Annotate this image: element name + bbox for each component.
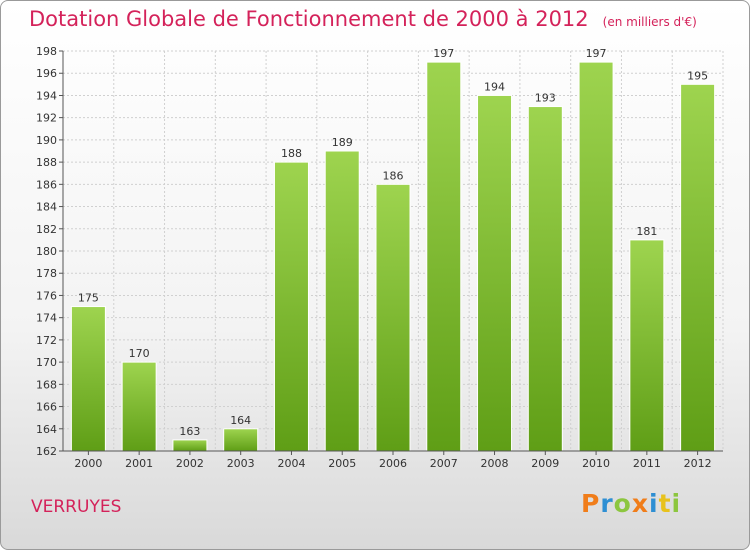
bar-2008 xyxy=(477,94,513,452)
x-tick-label-2003: 2003 xyxy=(227,457,255,470)
bar-2005 xyxy=(324,150,360,452)
x-tick-label-2004: 2004 xyxy=(277,457,305,470)
logo-letter: o xyxy=(613,489,632,518)
bar-2011 xyxy=(629,239,665,452)
bar-2009 xyxy=(527,106,563,452)
y-tick-label: 184 xyxy=(36,201,57,214)
logo-letter: x xyxy=(631,489,649,518)
x-tick-label-2011: 2011 xyxy=(633,457,661,470)
data-label-2007: 197 xyxy=(433,47,454,60)
y-tick-label: 182 xyxy=(36,223,57,236)
x-tick-label-2009: 2009 xyxy=(531,457,559,470)
y-tick-label: 176 xyxy=(36,289,57,302)
y-tick-label: 164 xyxy=(36,423,57,436)
x-tick-label-2000: 2000 xyxy=(74,457,102,470)
data-label-2005: 189 xyxy=(332,136,353,149)
commune-name: VERRUYES xyxy=(31,497,122,517)
data-label-2004: 188 xyxy=(281,147,302,160)
y-tick-label: 162 xyxy=(36,445,57,458)
x-tick-label-2012: 2012 xyxy=(684,457,712,470)
x-tick-label-2007: 2007 xyxy=(430,457,458,470)
y-tick-label: 198 xyxy=(36,45,57,58)
y-tick-label: 172 xyxy=(36,334,57,347)
bar-2010 xyxy=(578,61,614,452)
y-tick-label: 168 xyxy=(36,378,57,391)
y-tick-label: 186 xyxy=(36,178,57,191)
data-label-2002: 163 xyxy=(179,425,200,438)
data-label-2008: 194 xyxy=(484,80,505,93)
data-label-2012: 195 xyxy=(687,69,708,82)
x-tick-label-2008: 2008 xyxy=(481,457,509,470)
bar-2004 xyxy=(273,161,309,452)
y-tick-label: 192 xyxy=(36,112,57,125)
y-tick-label: 180 xyxy=(36,245,57,258)
chart-title-text: Dotation Globale de Fonctionnement de 20… xyxy=(29,7,589,31)
bar-2000 xyxy=(70,306,106,452)
y-tick-label: 178 xyxy=(36,267,57,280)
data-label-2003: 164 xyxy=(230,414,251,427)
proxiti-logo: Proxiti xyxy=(581,489,681,518)
bars: 175 170 163 164 188 189 186 197 194 193 197 181 195 xyxy=(70,47,716,452)
x-tick-label-2005: 2005 xyxy=(328,457,356,470)
y-tick-label: 196 xyxy=(36,67,57,80)
x-tick-label-2002: 2002 xyxy=(176,457,204,470)
x-tick-label-2010: 2010 xyxy=(582,457,610,470)
y-tick-label: 174 xyxy=(36,312,57,325)
x-tick-label-2001: 2001 xyxy=(125,457,153,470)
y-tick-label: 166 xyxy=(36,401,57,414)
y-tick-label: 188 xyxy=(36,156,57,169)
logo-letter: i xyxy=(671,489,682,518)
data-label-2011: 181 xyxy=(636,225,657,238)
bar-2006 xyxy=(375,183,411,452)
logo-letter: i xyxy=(649,489,659,518)
data-label-2006: 186 xyxy=(383,169,404,182)
bar-2003 xyxy=(223,428,259,452)
y-tick-label: 194 xyxy=(36,89,57,102)
axes: 1621641661681701721741761781801821841861… xyxy=(36,45,723,470)
bar-2007 xyxy=(426,61,462,452)
chart-unit: (en milliers d'€) xyxy=(602,15,697,29)
data-label-2000: 175 xyxy=(78,292,99,305)
y-tick-label: 190 xyxy=(36,134,57,147)
logo-letter: t xyxy=(658,489,672,518)
data-label-2010: 197 xyxy=(586,47,607,60)
logo-letter: r xyxy=(600,489,614,518)
bar-2001 xyxy=(121,361,157,452)
chart-title: Dotation Globale de Fonctionnement de 20… xyxy=(29,7,697,31)
data-label-2001: 170 xyxy=(129,347,150,360)
y-tick-label: 170 xyxy=(36,356,57,369)
x-tick-label-2006: 2006 xyxy=(379,457,407,470)
bar-2002 xyxy=(172,439,208,452)
data-label-2009: 193 xyxy=(535,92,556,105)
logo-letter: P xyxy=(581,489,601,518)
bar-2012 xyxy=(680,83,716,452)
